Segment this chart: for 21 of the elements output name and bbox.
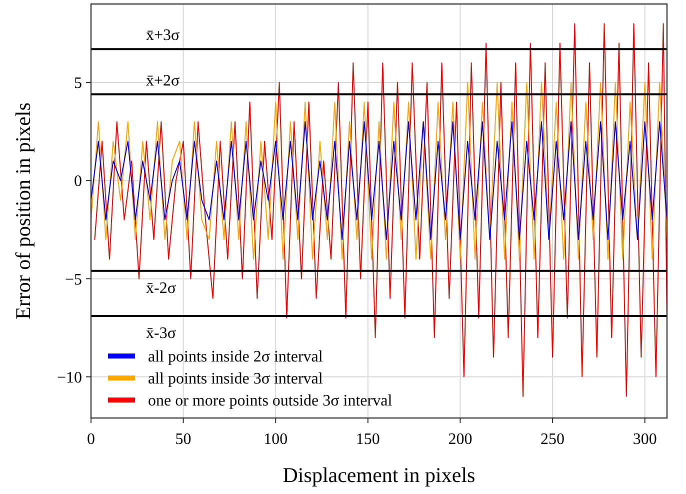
legend-label: one or more points outside 3σ interval xyxy=(148,392,393,410)
x-tick-label: 200 xyxy=(448,431,472,448)
x-tick-label: 250 xyxy=(540,431,565,448)
y-tick-label: 5 xyxy=(74,75,82,92)
legend-label: all points inside 3σ interval xyxy=(148,370,324,388)
y-tick-label: −5 xyxy=(64,271,82,288)
ref-line-label: x̄-3σ xyxy=(146,324,176,342)
ref-line-label: x̄-2σ xyxy=(146,280,176,297)
y-tick-label: 0 xyxy=(74,173,82,190)
x-tick-label: 50 xyxy=(175,431,192,448)
x-axis-title: Displacement in pixels xyxy=(282,463,476,487)
x-tick-label: 150 xyxy=(356,431,380,448)
ref-line-label: x̄+2σ xyxy=(146,72,180,90)
line-series xyxy=(91,121,667,240)
legend-label: all points inside 2σ interval xyxy=(148,348,324,366)
ref-line-label: x̄+3σ xyxy=(146,27,180,44)
x-tick-label: 100 xyxy=(264,431,288,448)
y-axis-title: Error of position in pixels xyxy=(11,102,35,320)
x-tick-label: 300 xyxy=(632,431,657,448)
x-tick-label: 0 xyxy=(87,431,95,448)
y-tick-label: −10 xyxy=(56,369,82,386)
